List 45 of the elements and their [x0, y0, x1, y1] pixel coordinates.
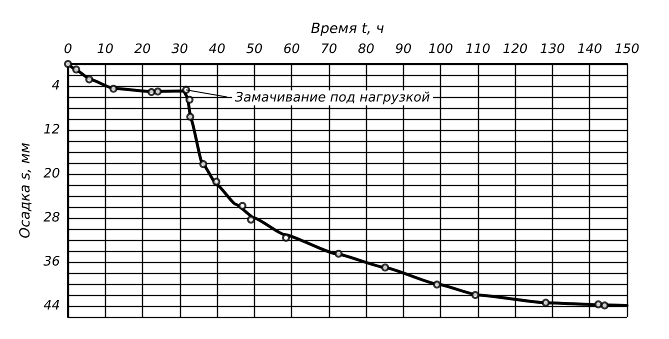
x-tick-label: 60 [283, 42, 300, 57]
y-tick-label: 20 [43, 166, 60, 182]
y-tick-label: 44 [43, 298, 60, 314]
point [109, 84, 118, 93]
point [282, 234, 290, 242]
x-tick-label: 140 [577, 42, 602, 57]
y-axis-title: Осадка s, мм [18, 142, 34, 238]
point [471, 291, 480, 299]
x-tick-label: 0 [64, 42, 72, 57]
point [64, 60, 72, 68]
x-tick-label: 90 [395, 42, 412, 57]
annotation: Замачивание под нагрузкой [235, 90, 430, 106]
x-tick-label: 30 [172, 42, 188, 57]
point [334, 250, 343, 258]
point [594, 300, 602, 308]
x-axis-title: Время t, ч [310, 21, 384, 37]
x-tick-label: 110 [466, 42, 490, 57]
x-tick-label: 50 [246, 42, 263, 57]
x-tick-label: 100 [428, 42, 454, 57]
point [185, 96, 194, 104]
x-tick-label: 70 [320, 42, 338, 57]
point [246, 216, 255, 224]
x-tick-label: 80 [358, 42, 374, 57]
y-tick-label: 4 [52, 78, 60, 94]
y-tick-label: 36 [43, 254, 60, 270]
y-tick-label: 28 [43, 210, 60, 226]
point [212, 178, 220, 186]
point [199, 160, 208, 168]
x-tick-label: 10 [96, 42, 114, 57]
point [238, 202, 246, 210]
x-tick-label: 150 [614, 42, 640, 57]
point [381, 264, 390, 272]
point [186, 112, 194, 121]
point [147, 88, 156, 96]
x-tick-label: 20 [134, 42, 151, 57]
x-tick-label: 120 [502, 42, 528, 57]
point [154, 88, 162, 96]
x-tick-label: 40 [208, 42, 226, 57]
point [72, 66, 80, 74]
y-tick-label: 12 [43, 122, 60, 138]
x-tick-label: 130 [540, 42, 565, 57]
point [600, 301, 609, 310]
point [542, 298, 550, 307]
point [432, 280, 441, 289]
point [85, 75, 94, 84]
